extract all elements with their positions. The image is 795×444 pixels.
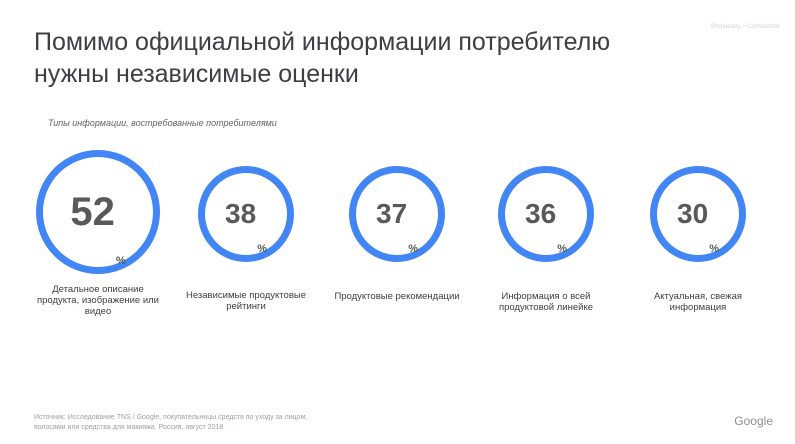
stat-circle: 52% [36,150,160,274]
stat-unit: % [709,243,719,255]
page-title: Помимо официальной информации потребител… [34,26,674,90]
stat-circle: 38% [198,166,294,262]
source-note: Источник: Исследование TNS / Google, пок… [34,413,434,433]
stat-unit: % [557,243,567,255]
stat-label: Независимые продуктовые рейтинги [185,290,306,312]
title-line-2: нужны независимые оценки [34,60,359,88]
stat-label: Детальное описание продукта, изображение… [37,284,159,317]
section-subtitle: Типы информации, востребованные потребит… [48,118,277,128]
stat-label: Актуальная, свежая информация [653,291,743,313]
stat-label: Продуктовые рекомендации [334,291,460,302]
stat-value: 37 [376,198,408,229]
confidential-label: Proprietary + Confidential [711,24,779,30]
stat-value: 52 [70,190,115,234]
source-line-1: Источник: Исследование TNS / Google, пок… [34,414,308,421]
stat-unit: % [408,243,418,255]
source-line-2: волосами или средства для макияжа. Росси… [34,424,224,431]
stat-value: 38 [225,198,257,229]
stat-unit: % [257,243,267,255]
title-line-1: Помимо официальной информации потребител… [34,28,611,56]
stat-circle: 37% [349,166,445,262]
google-logo: Google [734,414,773,428]
stat-value: 36 [525,198,557,229]
stat-unit: % [115,255,126,267]
stat-label: Информация о всей продуктовой линейке [499,291,593,313]
stat-value: 30 [677,198,709,229]
stat-circle: 30% [650,166,746,262]
stat-circle: 36% [498,166,594,262]
